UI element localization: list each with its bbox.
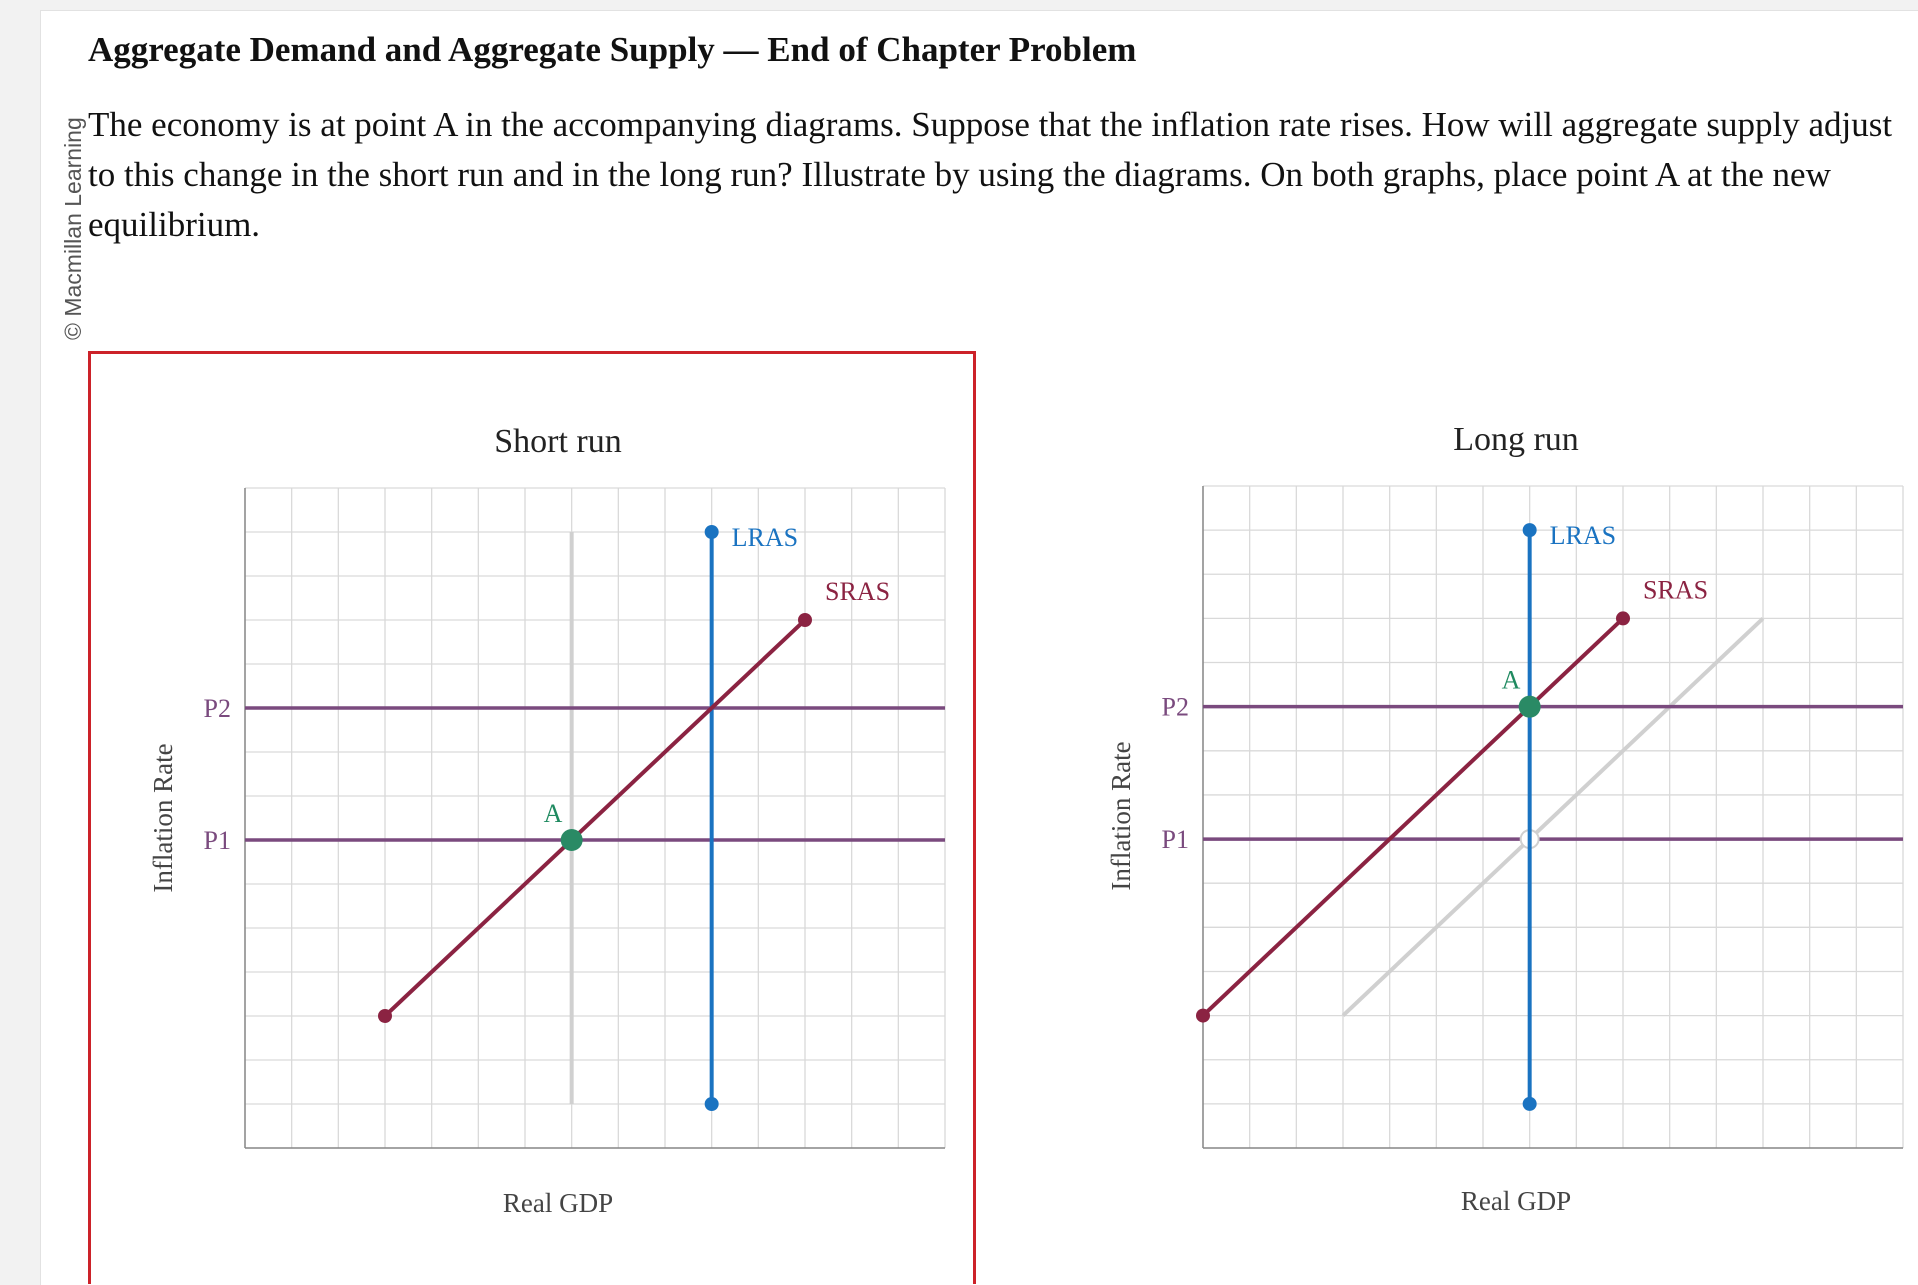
problem-panel: [40, 10, 1918, 1285]
previous-curve-ghost: [1341, 616, 1765, 1018]
y-axis-label: Inflation Rate: [148, 743, 178, 892]
lras-label: LRAS: [1550, 521, 1616, 550]
sras-handle-end[interactable]: [1616, 611, 1630, 626]
problem-text: The economy is at point A in the accompa…: [88, 105, 1893, 244]
x-axis-label: Real GDP: [1461, 1186, 1571, 1216]
lras-handle-top[interactable]: [704, 525, 719, 539]
left-gutter: [0, 0, 40, 1284]
long-run-graph[interactable]: Long run Real GDP Inflation Rate P2 P1 LRA…: [1106, 421, 1904, 1216]
sras-curve[interactable]: [383, 618, 807, 1018]
point-a-label: A: [544, 799, 563, 828]
short-run-selection-frame: [88, 351, 976, 1284]
sras-curve[interactable]: [1201, 616, 1625, 1018]
point-a-marker[interactable]: [1518, 695, 1541, 718]
lras-handle-bottom[interactable]: [1522, 1096, 1537, 1111]
graph-title: Short run: [494, 423, 622, 460]
problem-title: Aggregate Demand and Aggregate Supply — …: [88, 30, 1137, 69]
sras-label: SRAS: [825, 577, 890, 606]
short-run-graph[interactable]: Short run Real GDP Inflation Rate P2 P1 LR…: [148, 423, 946, 1218]
point-a-marker[interactable]: [560, 829, 583, 851]
sras-handle-end[interactable]: [798, 613, 812, 627]
point-a-label: A: [1502, 666, 1521, 695]
price-level-label: P1: [1162, 825, 1189, 854]
lras-handle-top[interactable]: [1522, 523, 1537, 538]
lras-handle-bottom[interactable]: [704, 1097, 719, 1111]
price-level-label: P2: [204, 694, 231, 723]
lras-label: LRAS: [732, 523, 798, 552]
x-axis-label: Real GDP: [503, 1188, 613, 1218]
y-axis-label: Inflation Rate: [1106, 741, 1136, 890]
price-level-label: P2: [1162, 693, 1189, 722]
graph-title: Long run: [1453, 421, 1579, 458]
grid: [244, 487, 946, 1149]
sras-handle-start[interactable]: [378, 1009, 392, 1023]
sras-label: SRAS: [1643, 575, 1708, 604]
sras-handle-start[interactable]: [1196, 1008, 1210, 1023]
price-level-label: P1: [204, 826, 231, 855]
